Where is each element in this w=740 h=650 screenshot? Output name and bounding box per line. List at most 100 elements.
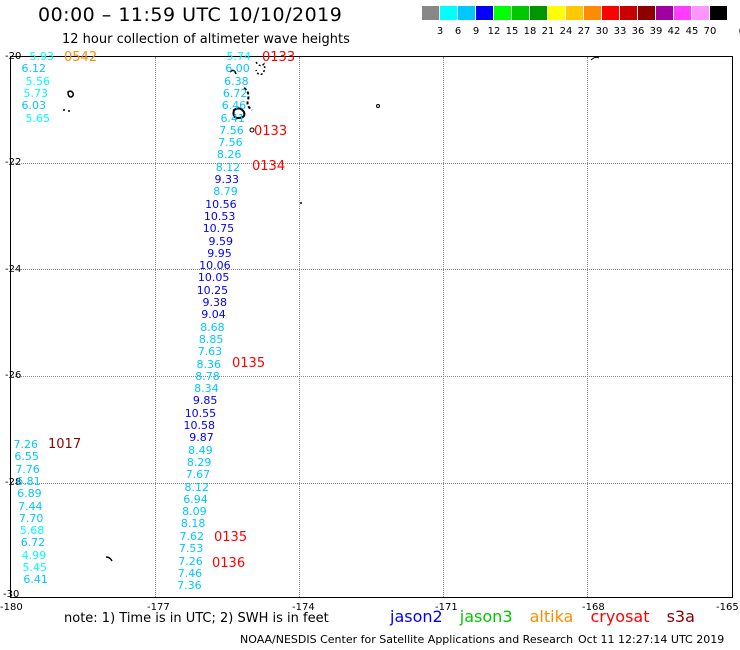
lat-label: -28: [5, 477, 22, 488]
legend-swatch: [656, 6, 673, 20]
lon-label: -177: [147, 602, 170, 613]
wave-height-value: 6.03: [21, 99, 47, 113]
wave-height-value: 8.79: [213, 185, 238, 199]
legend-label: 39: [649, 26, 663, 37]
pass-time-label: 0134: [252, 159, 286, 174]
grid-line: [11, 269, 732, 270]
legend-unit: (ft): [734, 26, 740, 37]
legend-swatch: [620, 6, 637, 20]
island-outline: [300, 202, 302, 204]
timestamp-text: Oct 11 12:27:14 UTC 2019: [578, 633, 725, 646]
footer-note: note: 1) Time is in UTC; 2) SWH is in fe…: [64, 611, 329, 626]
wave-height-value: 9.04: [201, 308, 226, 322]
pass-time-label: 1017: [48, 437, 82, 452]
grid-line: [443, 57, 444, 597]
legend-swatch: [512, 6, 529, 20]
grid-line: [11, 376, 732, 377]
lon-label: -168: [582, 602, 605, 613]
wave-height-value: 10.58: [183, 419, 216, 432]
island-outline: [590, 56, 600, 61]
satellite-name-s3a: s3a: [666, 607, 695, 626]
lat-label: -22: [5, 157, 22, 168]
wave-height-value: 8.09: [182, 505, 207, 519]
wave-height-value: 7.26: [178, 554, 203, 568]
wave-height-value: 10.53: [203, 209, 236, 223]
wave-height-value: 8.12: [184, 480, 210, 494]
wave-height-value: 9.85: [192, 394, 218, 408]
wave-height-value: 10.25: [196, 283, 229, 297]
legend-swatch: [584, 6, 601, 20]
satellite-legend: jason2 jason3 altika cryosat s3a: [390, 607, 707, 626]
legend-label: 6: [454, 26, 462, 37]
wave-height-value: 6.41: [23, 573, 48, 587]
wave-height-value: 6.46: [221, 99, 247, 113]
wave-height-value: 9.95: [207, 246, 232, 260]
lon-label: -174: [292, 602, 315, 613]
legend-label: 33: [613, 26, 627, 37]
grid-line: [11, 483, 732, 484]
lon-label: -171: [435, 602, 458, 613]
pass-time-label: 0542: [64, 50, 98, 65]
wave-height-value: 8.18: [180, 517, 206, 531]
satellite-name-cryosat: cryosat: [590, 607, 650, 626]
lat-label: -20: [5, 51, 22, 62]
wave-height-value: 8.34: [194, 382, 219, 396]
wave-height-value: 7.44: [18, 499, 43, 513]
pass-time-label: 0135: [232, 356, 266, 371]
grid-line: [11, 163, 732, 164]
legend-swatch: [530, 6, 547, 20]
lat-label: -30: [3, 589, 20, 600]
legend-swatch: [638, 6, 655, 20]
wave-height-value: 7.62: [179, 530, 205, 543]
legend-label: 18: [523, 26, 537, 37]
wave-height-value: 7.67: [185, 468, 211, 482]
wave-height-value: 5.45: [22, 561, 48, 574]
legend-label: 15: [505, 26, 519, 37]
wave-height-value: 6.72: [222, 86, 248, 100]
map-plot: [10, 56, 733, 598]
wave-height-value: 9.59: [208, 234, 234, 248]
wave-height-value: 7.63: [197, 345, 223, 359]
wave-height-value: 5.74: [226, 50, 252, 63]
wave-height-value: 5.73: [23, 86, 49, 100]
wave-height-value: 6.41: [220, 111, 246, 125]
wave-height-value: 7.70: [18, 511, 44, 525]
legend-label: 45: [685, 26, 699, 37]
legend-swatch: [458, 6, 475, 20]
legend-swatch: [422, 6, 439, 20]
lon-label: -165: [716, 602, 739, 613]
legend-label: 21: [541, 26, 555, 37]
pass-time-label: 0133: [262, 50, 296, 65]
wave-height-value: 7.56: [218, 136, 243, 150]
legend-label: 9: [472, 26, 480, 37]
wave-height-value: 9.87: [189, 431, 214, 445]
wave-height-value: 7.53: [178, 542, 204, 556]
legend-label: 24: [559, 26, 573, 37]
credit-text: NOAA/NESDIS Center for Satellite Applica…: [240, 633, 574, 646]
wave-height-value: 8.12: [215, 160, 241, 174]
wave-height-value: 7.26: [13, 438, 39, 451]
grid-line: [587, 57, 588, 597]
wave-height-value: 8.26: [216, 148, 242, 162]
wave-height-value: 9.33: [214, 173, 240, 186]
legend-label: 12: [487, 26, 501, 37]
legend-label: 42: [667, 26, 681, 37]
wave-height-value: 6.81: [16, 474, 41, 488]
legend-swatch: [548, 6, 565, 20]
wave-height-value: 8.36: [196, 357, 222, 371]
wave-height-value: 6.12: [21, 62, 47, 76]
wave-height-value: 6.72: [20, 536, 46, 550]
map-title: 00:00 – 11:59 UTC 10/10/2019: [38, 4, 343, 26]
wave-height-value: 10.56: [205, 197, 237, 211]
wave-height-value: 8.68: [200, 320, 225, 334]
legend-label: 27: [577, 26, 591, 37]
legend-label: 36: [631, 26, 645, 37]
legend-swatch: [440, 6, 457, 20]
wave-height-value: 7.76: [15, 462, 40, 476]
satellite-name-jason2: jason2: [390, 607, 443, 626]
wave-height-value: 10.75: [202, 222, 235, 236]
wave-height-value: 8.78: [195, 369, 220, 383]
lon-label: -180: [0, 602, 23, 613]
wave-height-value: 8.29: [186, 455, 212, 469]
pass-time-label: 0133: [254, 124, 288, 139]
